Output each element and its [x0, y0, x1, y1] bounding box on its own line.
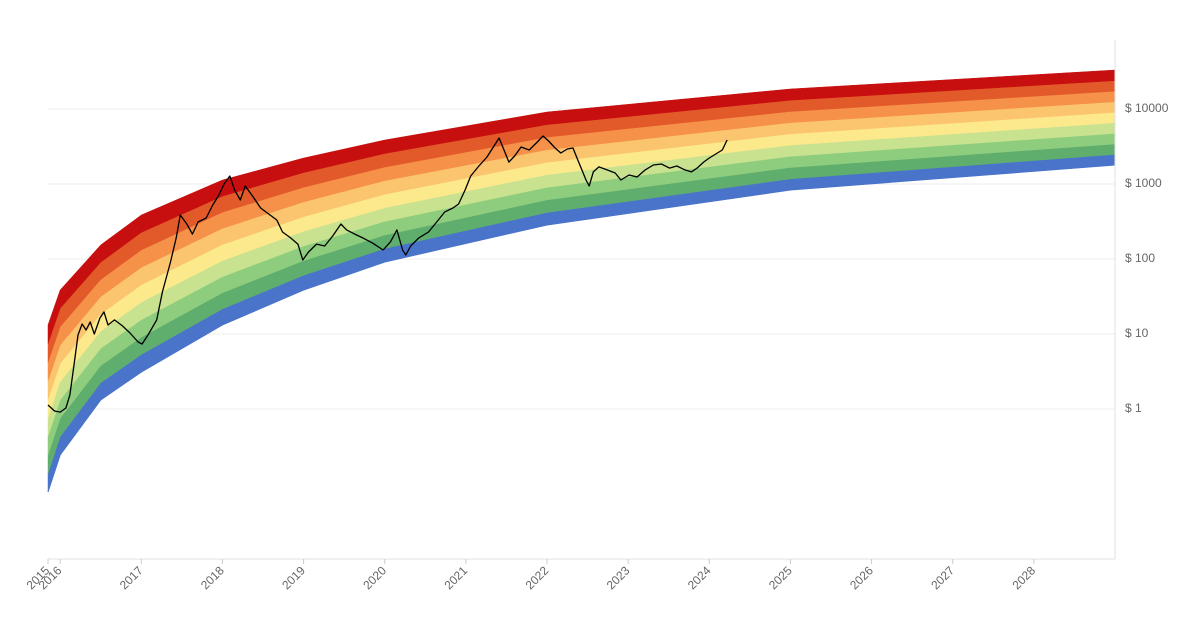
x-tick-label: 2028 — [1009, 563, 1038, 592]
x-tick-label: 2021 — [441, 563, 470, 592]
x-tick-label: 2026 — [847, 563, 876, 592]
x-tick-label: 2023 — [604, 563, 633, 592]
x-tick-label: 2018 — [198, 563, 227, 592]
x-tick-label: 2019 — [279, 563, 308, 592]
y-tick-label: $ 100 — [1125, 251, 1155, 265]
y-tick-label: $ 10 — [1125, 326, 1149, 340]
x-tick-label: 2027 — [928, 563, 957, 592]
x-tick-label: 2025 — [766, 563, 795, 592]
x-tick-label: 2020 — [360, 563, 389, 592]
price-line — [47, 135, 728, 413]
x-tick-label: 2017 — [117, 563, 146, 592]
y-tick-label: $ 1000 — [1125, 176, 1162, 190]
y-tick-label: $ 10000 — [1125, 101, 1169, 115]
y-tick-label: $ 1 — [1125, 401, 1142, 415]
x-tick-label: 2022 — [523, 563, 552, 592]
x-tick-label: 2024 — [685, 563, 714, 592]
